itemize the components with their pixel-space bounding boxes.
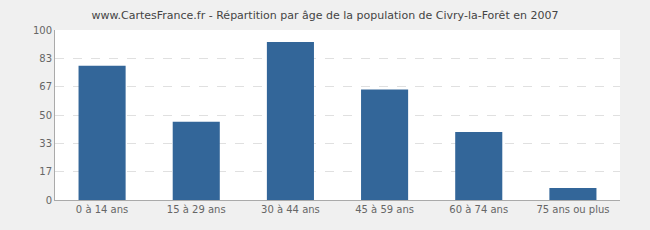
svg-text:100: 100 <box>33 25 52 36</box>
svg-text:www.CartesFrance.fr - Répartit: www.CartesFrance.fr - Répartition par âg… <box>92 9 559 22</box>
svg-text:0: 0 <box>46 195 52 206</box>
svg-text:30 à 44 ans: 30 à 44 ans <box>261 204 320 215</box>
svg-text:0 à 14 ans: 0 à 14 ans <box>76 204 128 215</box>
svg-text:15 à 29 ans: 15 à 29 ans <box>167 204 226 215</box>
svg-text:45 à 59 ans: 45 à 59 ans <box>355 204 414 215</box>
svg-text:75 ans ou plus: 75 ans ou plus <box>536 204 609 215</box>
svg-text:83: 83 <box>39 53 52 64</box>
svg-text:33: 33 <box>39 138 52 149</box>
svg-text:50: 50 <box>39 110 52 121</box>
svg-text:60 à 74 ans: 60 à 74 ans <box>449 204 508 215</box>
svg-text:67: 67 <box>39 81 52 92</box>
svg-text:17: 17 <box>39 166 52 177</box>
